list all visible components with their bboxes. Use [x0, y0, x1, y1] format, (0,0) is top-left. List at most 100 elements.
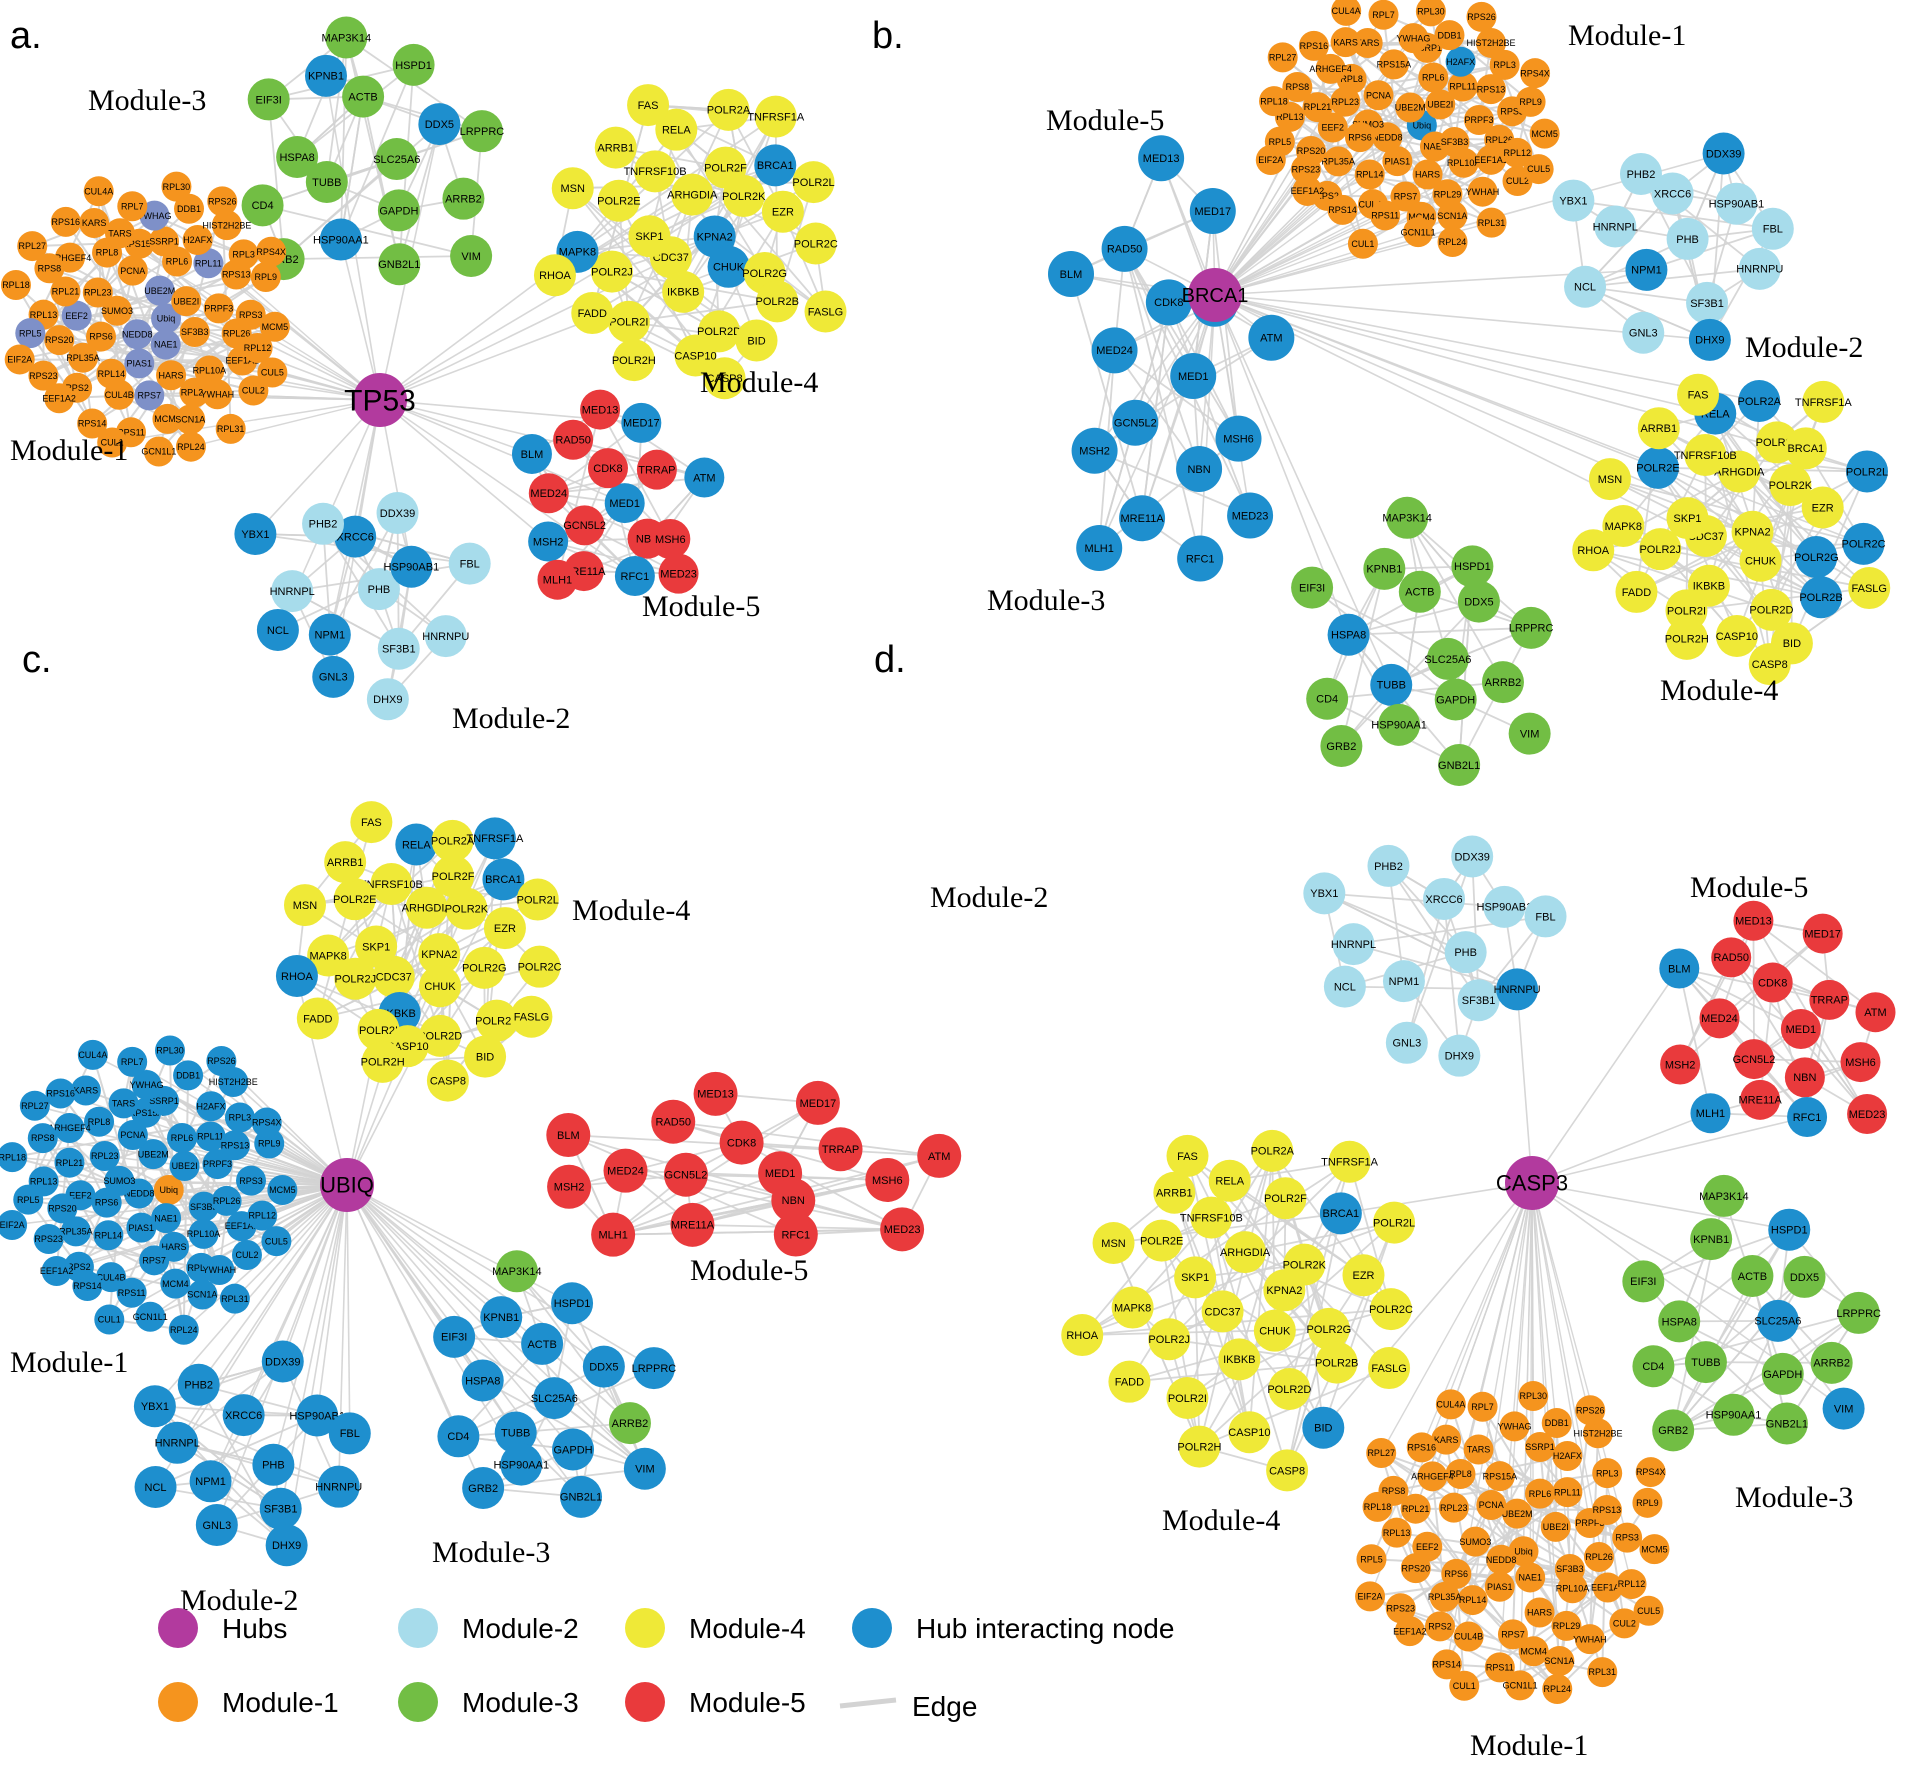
- edge: [1556, 1622, 1626, 1690]
- edge: [628, 109, 730, 323]
- node-ARRB1: [1153, 1171, 1196, 1214]
- edge: [267, 99, 285, 260]
- node-RPL23: [89, 1140, 120, 1171]
- node-RPL18: [0, 269, 31, 300]
- node-CD4: [437, 1415, 480, 1458]
- node-RPL30: [1518, 1381, 1549, 1412]
- node-CUL1: [94, 1304, 125, 1335]
- node-TRRAP: [1809, 979, 1850, 1020]
- panel-letter-c: c.: [22, 639, 52, 681]
- node-RPL13: [1381, 1517, 1412, 1548]
- node-RPS4X: [1520, 58, 1551, 89]
- node-HSPA8: [461, 1359, 504, 1402]
- hub-edge: [1531, 1182, 1779, 1322]
- hub-edge: [198, 1184, 348, 1386]
- hub-edge: [1340, 1182, 1533, 1215]
- node-RPS11: [1370, 200, 1401, 231]
- module-label-b-Module-3: Module-3: [987, 584, 1105, 617]
- node-SF3B3: [179, 317, 210, 348]
- node-RPL9: [1632, 1487, 1663, 1518]
- node-TNFRSF1A: [1802, 380, 1845, 423]
- node-Ubiq: [153, 1175, 184, 1206]
- node-RHOA: [275, 954, 318, 997]
- edge: [1709, 228, 1774, 341]
- edge: [547, 540, 679, 575]
- node-RPL6: [167, 1123, 198, 1154]
- node-RPS4X: [251, 1107, 282, 1138]
- node-NCL: [1323, 965, 1366, 1008]
- node-DHX9: [1438, 1034, 1481, 1077]
- node-RPL3: [1592, 1458, 1623, 1489]
- node-ARRB1: [324, 841, 367, 884]
- node-YBX1: [133, 1385, 176, 1428]
- node-TARS: [1352, 28, 1383, 59]
- panel-letter-a: a.: [10, 15, 42, 57]
- hub-edge: [379, 399, 626, 504]
- panel-letter-d: d.: [874, 639, 906, 681]
- node-CUL5: [1523, 154, 1554, 185]
- node-MED24: [1699, 998, 1740, 1039]
- node-KPNA2: [418, 933, 461, 976]
- node-RPL31: [1587, 1657, 1618, 1688]
- node-ARRB1: [1637, 407, 1680, 450]
- legend-label-Module-4: Module-4: [689, 1613, 806, 1644]
- node-EZR: [1342, 1254, 1385, 1297]
- node-CUL1: [1347, 228, 1378, 259]
- edge: [1094, 449, 1251, 517]
- legend-swatch-Module-4: [625, 1608, 665, 1648]
- node-VIM: [450, 235, 493, 278]
- node-CASP8: [703, 357, 746, 400]
- node-POLR2H: [612, 339, 655, 382]
- edge: [1186, 1150, 1274, 1399]
- node-HSPD1: [1768, 1208, 1811, 1251]
- node-IKBKB: [662, 270, 705, 313]
- node-POLR2B: [1315, 1341, 1358, 1384]
- hub-edge: [1214, 294, 1817, 558]
- node-MLH1: [1076, 524, 1123, 571]
- edge: [1141, 302, 1170, 519]
- edge: [1311, 586, 1457, 701]
- node-EZR: [1801, 486, 1844, 529]
- node-POLR2H: [1665, 617, 1708, 660]
- node-HNRNPU: [1496, 968, 1539, 1011]
- edge: [1070, 273, 1143, 519]
- node-EIF3I: [433, 1315, 476, 1358]
- node-RPS3: [235, 299, 266, 330]
- node-KPNB1: [1363, 547, 1406, 590]
- node-RPS13: [1591, 1494, 1622, 1525]
- node-ARHGDIA: [1224, 1231, 1267, 1274]
- node-MLH1: [591, 1212, 636, 1257]
- node-DDB1: [174, 193, 205, 224]
- node-XRCC6: [222, 1394, 265, 1437]
- node-KARS: [1330, 27, 1361, 58]
- node-POLR2F: [432, 855, 475, 898]
- edge: [675, 129, 766, 274]
- node-HSP90AB1: [296, 1394, 339, 1437]
- node-CUL4A: [83, 176, 114, 207]
- edge: [1406, 517, 1504, 683]
- node-RPL12: [247, 1200, 278, 1231]
- node-HIST2H2BE: [211, 210, 242, 241]
- node-POLR2G: [1795, 536, 1838, 579]
- edge: [482, 1379, 646, 1470]
- node-PHB: [1444, 931, 1487, 974]
- node-SSRP1: [149, 226, 180, 257]
- node-RPS23: [28, 360, 59, 391]
- node-EIF2A: [1355, 1581, 1386, 1612]
- node-POLR2I: [1166, 1377, 1209, 1420]
- node-POLR2A: [1251, 1129, 1294, 1172]
- node-HNRNPL: [271, 570, 314, 613]
- node-LRPPRC: [632, 1347, 675, 1390]
- node-MAPK8: [307, 934, 350, 977]
- node-MED23: [880, 1207, 925, 1252]
- node-RPL27: [17, 231, 48, 262]
- hub-edge: [346, 1184, 502, 1318]
- node-HSP90AA1: [1378, 703, 1421, 746]
- edge: [1646, 227, 1774, 271]
- node-UBE2M: [144, 275, 175, 306]
- node-SKP1: [1174, 1256, 1217, 1299]
- node-FAS: [350, 801, 393, 844]
- node-PIAS1: [126, 1212, 157, 1243]
- node-FADD: [571, 292, 614, 335]
